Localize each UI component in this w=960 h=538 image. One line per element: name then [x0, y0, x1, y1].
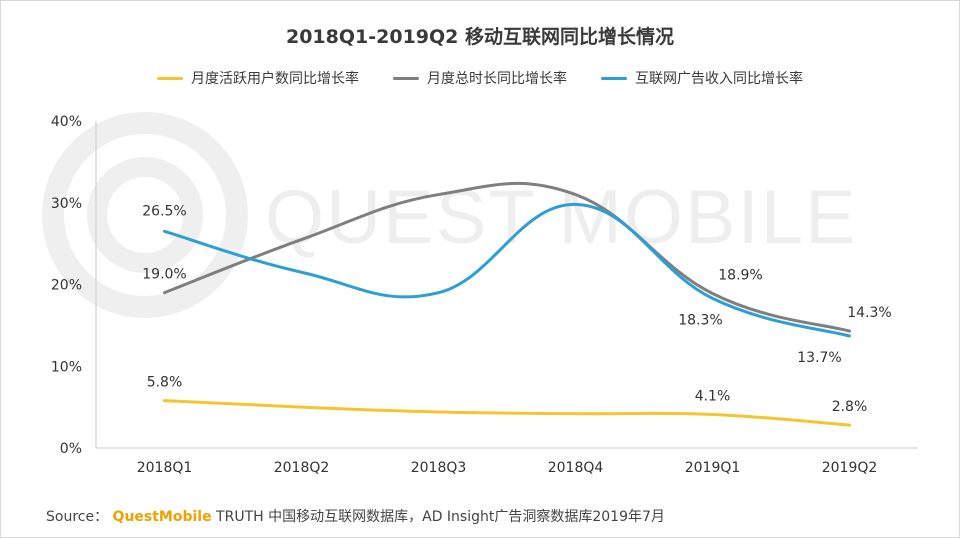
- legend-item: 互联网广告收入同比增长率: [601, 68, 803, 88]
- watermark-ring: [42, 112, 248, 318]
- legend-label: 月度活跃用户数同比增长率: [191, 71, 359, 87]
- y-tick-label: 0%: [60, 441, 82, 457]
- x-tick-label: 2018Q4: [548, 460, 604, 476]
- legend-swatch: [393, 76, 419, 80]
- chart-legend: 月度活跃用户数同比增长率 月度总时长同比增长率 互联网广告收入同比增长率: [0, 68, 960, 88]
- data-label: 18.9%: [718, 267, 762, 283]
- watermark-text: QUEST MOBILE: [265, 175, 858, 260]
- chart-title: 2018Q1-2019Q2 移动互联网同比增长情况: [285, 26, 674, 48]
- series-line-3: [163, 202, 851, 338]
- legend-swatch: [601, 76, 627, 80]
- data-label: 5.8%: [147, 375, 183, 391]
- x-tick-label: 2018Q2: [274, 460, 330, 476]
- data-label: 14.3%: [847, 305, 891, 321]
- legend-item: 月度活跃用户数同比增长率: [157, 68, 359, 88]
- legend-label: 互联网广告收入同比增长率: [635, 71, 803, 87]
- data-label: 13.7%: [797, 350, 841, 366]
- x-tick-label: 2018Q1: [137, 460, 193, 476]
- legend-label: 月度总时长同比增长率: [427, 71, 567, 87]
- source-brand: QuestMobile: [112, 509, 212, 525]
- source-note: Source： QuestMobile TRUTH 中国移动互联网数据库，AD …: [46, 506, 665, 526]
- x-tick-label: 2019Q2: [822, 460, 878, 476]
- legend-item: 月度总时长同比增长率: [393, 68, 567, 88]
- source-prefix: Source：: [46, 509, 109, 525]
- y-tick-label: 20%: [51, 278, 82, 294]
- legend-swatch: [157, 76, 183, 80]
- data-label: 19.0%: [142, 267, 186, 283]
- series-line-1: [163, 399, 851, 427]
- data-label: 26.5%: [142, 203, 186, 219]
- watermark-ring-inner: [87, 157, 203, 273]
- data-label: 18.3%: [678, 312, 722, 328]
- data-label: 2.8%: [832, 399, 868, 415]
- y-tick-label: 10%: [51, 359, 82, 375]
- source-text: TRUTH 中国移动互联网数据库，AD Insight广告洞察数据库2019年7…: [211, 509, 665, 525]
- y-tick-label: 40%: [51, 114, 82, 130]
- y-tick-label: 30%: [51, 196, 82, 212]
- x-tick-label: 2018Q3: [411, 460, 467, 476]
- series-line-2: [163, 181, 851, 333]
- x-tick-label: 2019Q1: [685, 460, 741, 476]
- data-label: 4.1%: [695, 388, 731, 404]
